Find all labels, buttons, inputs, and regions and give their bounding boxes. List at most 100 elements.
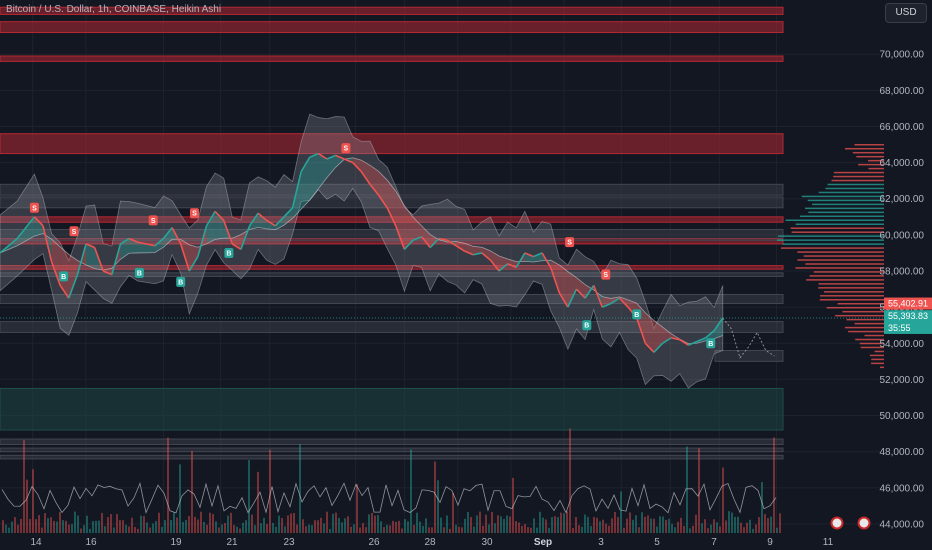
volume-bar [539,511,541,533]
trend-cloud [352,157,362,172]
volume-bar [575,517,577,533]
price-segment [343,158,354,164]
profile-bar [782,243,884,245]
volume-bar [536,527,538,533]
volume-bar [479,511,481,533]
trend-cloud [533,252,543,262]
volume-bar [446,515,448,533]
price-segment [42,225,53,263]
price-segment [360,171,371,185]
price-segment [283,207,294,218]
volume-bar [275,526,277,533]
volume-bar [77,515,79,533]
volume-bar [167,437,169,533]
volume-bar [338,517,340,533]
volume-bar [29,519,31,533]
price-segment [50,261,61,286]
price-segment [653,342,664,353]
price-segment [558,292,569,308]
volume-bar [758,517,760,533]
trend-cloud [189,244,198,272]
profile-bar [795,267,884,269]
signal-badge [59,271,69,282]
price-segment [257,212,268,222]
x-tick-label: 14 [30,537,42,548]
price-segment [524,252,534,258]
volume-bar [737,516,739,533]
profile-bar [826,306,884,309]
trend-cloud [34,216,44,237]
profile-bar [819,299,884,301]
volume-bar [371,512,373,533]
volume-bar [572,527,574,533]
x-tick-label: 30 [481,537,493,548]
volatility-band [0,113,724,389]
volume-bar [341,522,343,533]
signal-label: S [603,272,608,279]
price-segment [188,256,199,272]
volume-bar [659,516,661,533]
volume-bar [41,527,43,533]
profile-bar [818,283,884,285]
trend-cloud [163,227,173,248]
volume-bar [776,527,778,533]
volume-bar [311,525,313,533]
volume-bar [641,512,643,533]
price-tag-bg [884,297,932,310]
volume-bar [113,527,115,533]
volume-bar [443,527,445,533]
volume-bar [674,527,676,533]
volume-bar [431,527,433,533]
profile-bar [860,346,884,349]
profile-bar [844,147,884,150]
volume-bar [458,526,460,533]
volume-bar [101,512,103,533]
volume-bar [329,528,331,533]
trend-cloud [120,238,130,260]
signals: S B S B S B S B S S B S B B [29,143,716,349]
profile-bar [818,191,884,194]
volume-bar [278,515,280,533]
volume-bar [689,528,691,533]
volume-bar [14,517,16,533]
volume-bar [197,519,199,533]
volume-bar [314,520,316,533]
price-segment [610,297,620,305]
volume-bar [731,512,733,533]
price-segment [533,252,543,258]
price-segment [670,337,680,341]
volume-bar [347,516,349,533]
signal-badge [582,320,592,331]
trend-cloud [413,217,422,241]
volume-bar [593,516,595,533]
trend-cloud [653,320,663,353]
price-segment [455,245,466,252]
price-segment [515,252,526,268]
volume-bar [143,516,145,533]
volume-bar [299,443,301,533]
volume-bar [680,517,682,533]
volume-bar [422,525,424,533]
profile-bar [805,207,884,210]
volume-bar [344,518,346,533]
profile-bar [846,318,884,321]
price-segment [231,243,242,251]
volume-bar [473,526,475,533]
volume-bar [596,517,598,533]
profile-bar [785,219,884,222]
volume-bar [482,525,484,533]
price-segment [705,330,715,339]
volume-bar [560,512,562,533]
trend-cloud [524,252,534,262]
price-segment [369,183,380,196]
volume-bar [176,517,178,533]
trend-cloud [559,264,568,308]
volume-bar [767,518,769,533]
volume-bar [611,518,613,533]
volume-bar [407,521,409,533]
volume-bar [524,524,526,533]
volume-bar [632,519,634,533]
zone [0,228,784,241]
currency-button[interactable]: USD [885,3,927,23]
profile-bar [825,187,884,190]
